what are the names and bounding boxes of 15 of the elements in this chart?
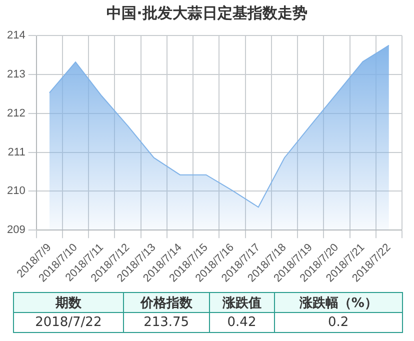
text: 期数	[14, 292, 124, 312]
y-tick-label: 212	[6, 107, 26, 120]
text: 价格指数	[123, 292, 210, 312]
text: 涨跌值	[209, 292, 274, 312]
y-tick-label: 214	[6, 30, 26, 42]
text: 0.42	[209, 312, 274, 332]
text: 0.2	[274, 312, 402, 332]
text: 213.75	[123, 312, 210, 332]
y-tick-label: 210	[6, 185, 26, 198]
y-tick-label: 211	[8, 146, 26, 158]
text: 2018/7/22	[14, 312, 124, 332]
text: 涨跌幅（%）	[274, 292, 402, 312]
chart-title: 中国·批发大蒜日定基指数走势	[106, 4, 308, 23]
y-tick-label: 209	[6, 224, 26, 236]
y-tick-label: 213	[6, 68, 26, 81]
